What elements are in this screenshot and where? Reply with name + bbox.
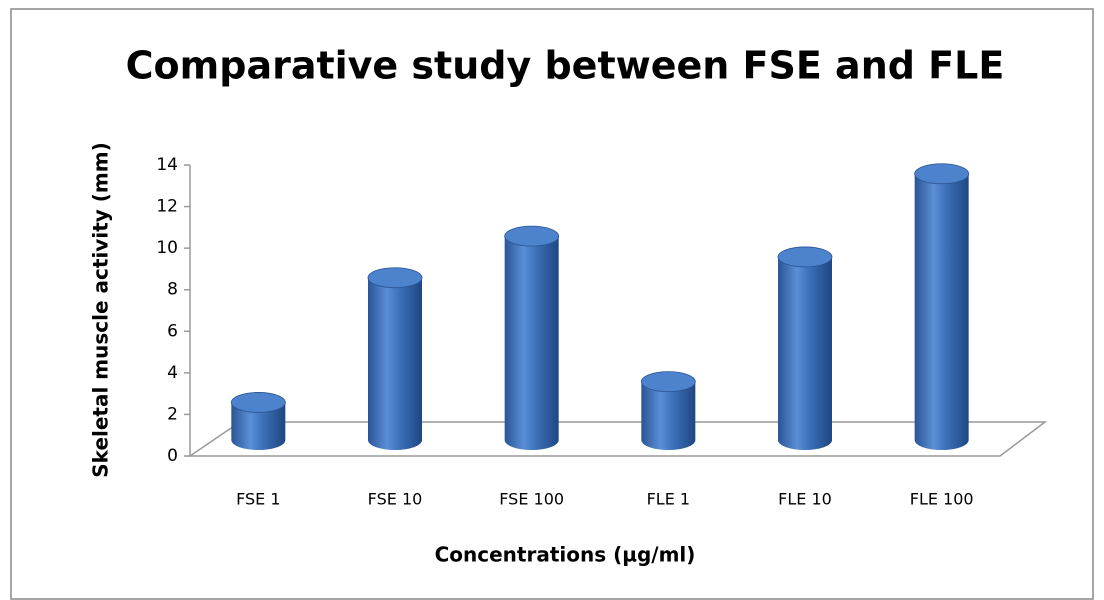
x-tick-label: FSE 10 <box>368 490 423 509</box>
y-axis-label: Skeletal muscle activity (mm) <box>89 142 113 477</box>
y-tick-label: 6 <box>167 321 178 341</box>
bar-part <box>914 173 969 451</box>
bar-part <box>367 267 423 289</box>
y-tick-label: 8 <box>167 280 178 300</box>
bar-part <box>231 402 286 450</box>
y-tick-label: 10 <box>156 238 178 258</box>
bar-part <box>641 381 696 450</box>
bar-part <box>914 163 970 185</box>
floor <box>187 421 1048 457</box>
x-tick-label: FSE 1 <box>236 490 280 509</box>
x-tick-label: FSE 100 <box>499 490 564 509</box>
bar-part <box>778 256 832 450</box>
bar <box>504 225 560 450</box>
bar-part <box>504 225 560 247</box>
bar <box>230 392 286 450</box>
y-tick-label: 2 <box>167 404 178 424</box>
y-tick-label: 12 <box>156 197 178 217</box>
bar <box>367 267 423 450</box>
bar <box>914 163 970 451</box>
bar-part <box>368 277 422 450</box>
x-tick-label: FLE 10 <box>778 490 832 509</box>
bar-part <box>504 236 559 450</box>
bar-part <box>777 246 833 268</box>
y-tick-label: 0 <box>167 446 178 466</box>
y-tick-label: 14 <box>156 155 178 175</box>
chart-title: Comparative study between FSE and FLE <box>126 44 1005 88</box>
y-tick-label: 4 <box>167 363 178 383</box>
bar <box>777 246 833 450</box>
x-tick-label: FLE 100 <box>910 490 974 509</box>
bar <box>640 371 696 450</box>
bar-part <box>230 392 286 413</box>
x-tick-label: FLE 1 <box>647 490 691 509</box>
bar-part <box>640 371 696 393</box>
x-axis-label: Concentrations (µg/ml) <box>435 543 696 567</box>
